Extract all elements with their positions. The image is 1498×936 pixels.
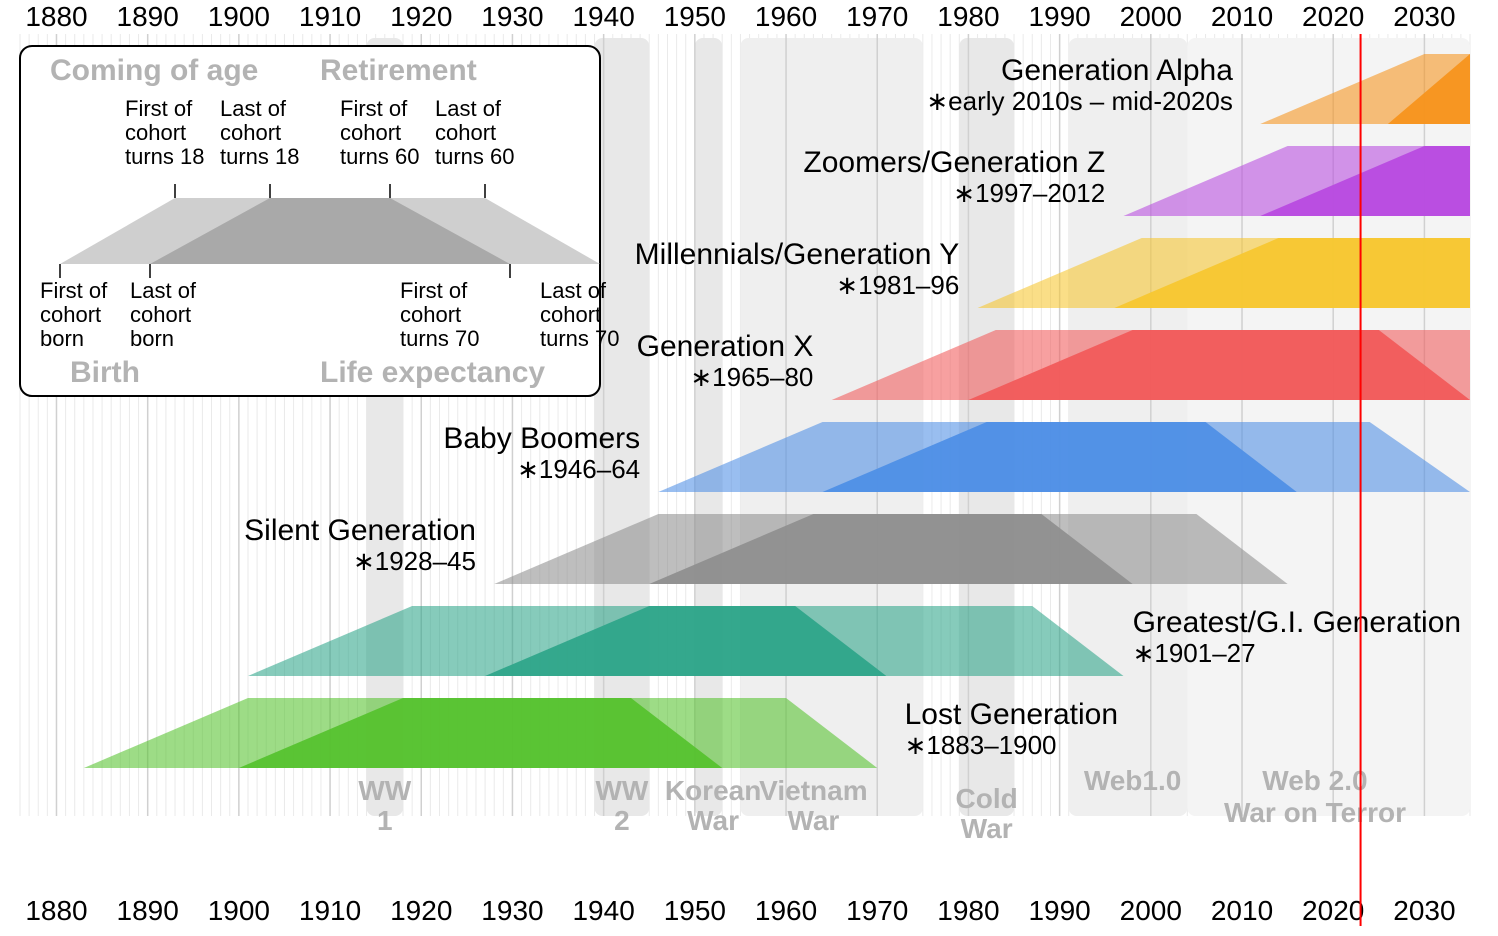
axis-top: 1880 1890 1900 1910 1920 1930 1940 1950 1960 1970… xyxy=(25,1,1455,32)
era-label: War on Terror xyxy=(1224,797,1406,828)
legend-label: cohort xyxy=(125,120,186,145)
legend-label: cohort xyxy=(400,302,461,327)
axis-tick-label: 1910 xyxy=(299,895,361,926)
legend: Coming of age Retirement Birth Life expecta… xyxy=(20,46,620,396)
legend-label: First of xyxy=(125,96,193,121)
legend-label: turns 18 xyxy=(220,144,300,169)
legend-label: born xyxy=(130,326,174,351)
era-label: Web 2.0 xyxy=(1262,765,1367,796)
era-label: 2 xyxy=(614,805,630,836)
legend-label: turns 18 xyxy=(125,144,205,169)
generation-name: Generation X xyxy=(637,330,814,363)
era-label: War xyxy=(961,813,1013,844)
era-label: WW xyxy=(595,775,648,806)
axis-tick-label: 2000 xyxy=(1120,1,1182,32)
legend-label: Last of xyxy=(435,96,502,121)
axis-tick-label: 1980 xyxy=(937,895,999,926)
axis-tick-label: 1900 xyxy=(208,895,270,926)
era-label: Vietnam xyxy=(759,775,867,806)
axis-tick-label: 2030 xyxy=(1393,1,1455,32)
generation-name: Baby Boomers xyxy=(443,422,640,455)
legend-label: cohort xyxy=(540,302,601,327)
axis-tick-label: 1940 xyxy=(572,895,634,926)
axis-tick-label: 1880 xyxy=(25,895,87,926)
legend-label: turns 70 xyxy=(540,326,620,351)
axis-tick-label: 2000 xyxy=(1120,895,1182,926)
axis-tick-label: 2020 xyxy=(1302,1,1364,32)
axis-tick-label: 1890 xyxy=(117,1,179,32)
axis-tick-label: 1900 xyxy=(208,1,270,32)
axis-tick-label: 1990 xyxy=(1028,895,1090,926)
axis-tick-label: 1950 xyxy=(664,895,726,926)
axis-tick-label: 1880 xyxy=(25,1,87,32)
era-label: Web1.0 xyxy=(1084,765,1182,796)
legend-label: First of xyxy=(40,278,108,303)
axis-bottom: 1880 1890 1900 1910 1920 1930 1940 1950 1960 1970… xyxy=(25,895,1455,926)
axis-tick-label: 1950 xyxy=(664,1,726,32)
axis-tick-label: 1960 xyxy=(755,1,817,32)
generation-name: Generation Alpha xyxy=(1001,54,1233,87)
legend-heading: Retirement xyxy=(320,54,477,87)
axis-tick-label: 2010 xyxy=(1211,1,1273,32)
axis-tick-label: 2010 xyxy=(1211,895,1273,926)
axis-tick-label: 1910 xyxy=(299,1,361,32)
generation-birth-range: ∗1883–1900 xyxy=(905,730,1057,760)
axis-tick-label: 2030 xyxy=(1393,895,1455,926)
axis-tick-label: 1930 xyxy=(481,895,543,926)
generation-birth-range: ∗1997–2012 xyxy=(953,178,1105,208)
legend-label: cohort xyxy=(40,302,101,327)
axis-tick-label: 1940 xyxy=(572,1,634,32)
generation-name: Millennials/Generation Y xyxy=(635,238,960,271)
generation-birth-range: ∗early 2010s – mid-2020s xyxy=(926,86,1233,116)
axis-tick-label: 1920 xyxy=(390,1,452,32)
axis-tick-label: 1930 xyxy=(481,1,543,32)
legend-label: First of xyxy=(400,278,468,303)
legend-label: turns 60 xyxy=(435,144,515,169)
era-label: War xyxy=(787,805,839,836)
generations-timeline-chart: 1880 1890 1900 1910 1920 1930 1940 1950 1960 1970… xyxy=(0,0,1498,936)
legend-label: cohort xyxy=(435,120,496,145)
axis-tick-label: 1970 xyxy=(846,1,908,32)
legend-heading: Coming of age xyxy=(50,54,258,87)
legend-label: Last of xyxy=(220,96,287,121)
legend-label: Last of xyxy=(130,278,197,303)
legend-label: cohort xyxy=(130,302,191,327)
axis-tick-label: 1990 xyxy=(1028,1,1090,32)
generation-name: Greatest/G.I. Generation xyxy=(1133,606,1462,639)
generation-birth-range: ∗1946–64 xyxy=(517,454,640,484)
legend-label: First of xyxy=(340,96,408,121)
axis-tick-label: 1980 xyxy=(937,1,999,32)
axis-tick-label: 1970 xyxy=(846,895,908,926)
axis-tick-label: 1890 xyxy=(117,895,179,926)
generation-name: Lost Generation xyxy=(905,698,1118,731)
legend-label: turns 70 xyxy=(400,326,480,351)
legend-heading: Birth xyxy=(70,356,140,389)
generation-name: Zoomers/Generation Z xyxy=(803,146,1105,179)
legend-label: turns 60 xyxy=(340,144,420,169)
legend-heading: Life expectancy xyxy=(320,356,545,389)
legend-label: born xyxy=(40,326,84,351)
generation-birth-range: ∗1965–80 xyxy=(690,362,813,392)
axis-tick-label: 1960 xyxy=(755,895,817,926)
generation-birth-range: ∗1901–27 xyxy=(1133,638,1256,668)
era-label: War xyxy=(687,805,739,836)
generation-name: Silent Generation xyxy=(244,514,476,547)
axis-tick-label: 2020 xyxy=(1302,895,1364,926)
axis-tick-label: 1920 xyxy=(390,895,452,926)
era-label: Cold xyxy=(956,783,1018,814)
era-label: Korean xyxy=(665,775,761,806)
legend-label: Last of xyxy=(540,278,607,303)
generation-birth-range: ∗1981–96 xyxy=(836,270,959,300)
era-label: 1 xyxy=(377,805,393,836)
generation-birth-range: ∗1928–45 xyxy=(353,546,476,576)
legend-label: cohort xyxy=(340,120,401,145)
era-label: WW xyxy=(358,775,411,806)
legend-label: cohort xyxy=(220,120,281,145)
